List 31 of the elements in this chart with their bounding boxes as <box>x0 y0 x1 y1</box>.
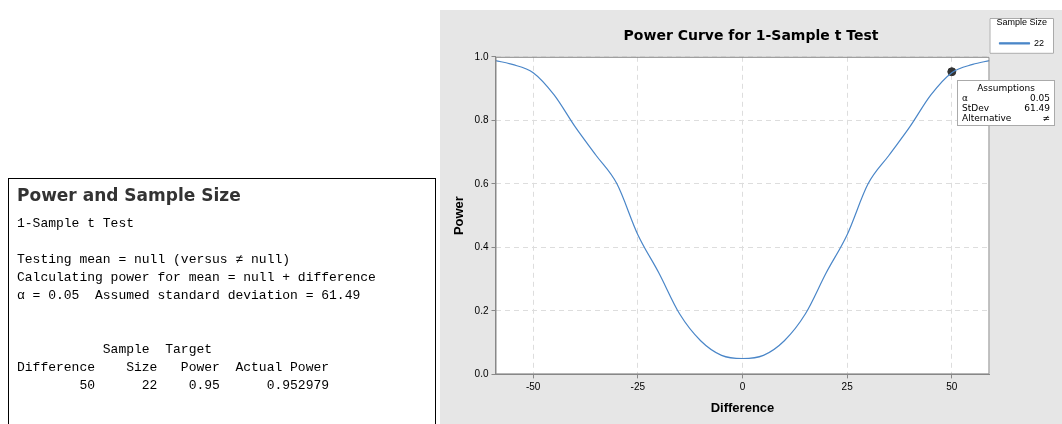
y-tick-label: 0.4 <box>474 241 489 253</box>
text: Calculating power for mean = null + difference <box>17 269 377 287</box>
annotation: StDev <box>962 103 990 113</box>
text: Difference Size Power Actual Power <box>17 359 331 377</box>
x-tick-label: -50 <box>525 381 541 393</box>
y-tick-label: 0.6 <box>474 177 489 189</box>
x-tick-label: 50 <box>946 381 958 393</box>
y-axis-title: Power <box>451 196 467 236</box>
x-tick-label: 0 <box>739 381 746 393</box>
x-tick-label: -25 <box>630 381 646 393</box>
text: 0.05 <box>1029 93 1050 103</box>
text: Testing mean = null (versus ≠ null) <box>17 251 292 269</box>
text: 1-Sample t Test <box>17 215 136 233</box>
text: 61.49 <box>1024 103 1050 113</box>
text: ≠ <box>1042 113 1050 123</box>
x-axis-title: Difference <box>710 399 775 415</box>
annotation: α <box>962 93 968 103</box>
y-tick-label: 0.2 <box>474 304 489 316</box>
chart-title: Power Curve for 1-Sample t Test <box>623 27 879 44</box>
text: Sample Target <box>101 341 214 359</box>
text: 50 22 0.95 0.952979 <box>78 377 331 395</box>
legend-label: 22 <box>1033 37 1044 48</box>
y-tick-label: 1.0 <box>474 50 489 62</box>
y-tick-label: 0.8 <box>474 114 489 126</box>
y-tick-label: 0.0 <box>474 368 489 380</box>
annotation: Assumptions <box>976 83 1036 93</box>
annotation: Alternative <box>962 113 1012 123</box>
x-tick-label: 25 <box>841 381 854 393</box>
text: α = 0.05 Assumed standard deviation = 61.49 <box>17 287 362 305</box>
text: Power and Sample Size <box>17 185 242 205</box>
legend-title: Sample Size <box>996 16 1048 27</box>
